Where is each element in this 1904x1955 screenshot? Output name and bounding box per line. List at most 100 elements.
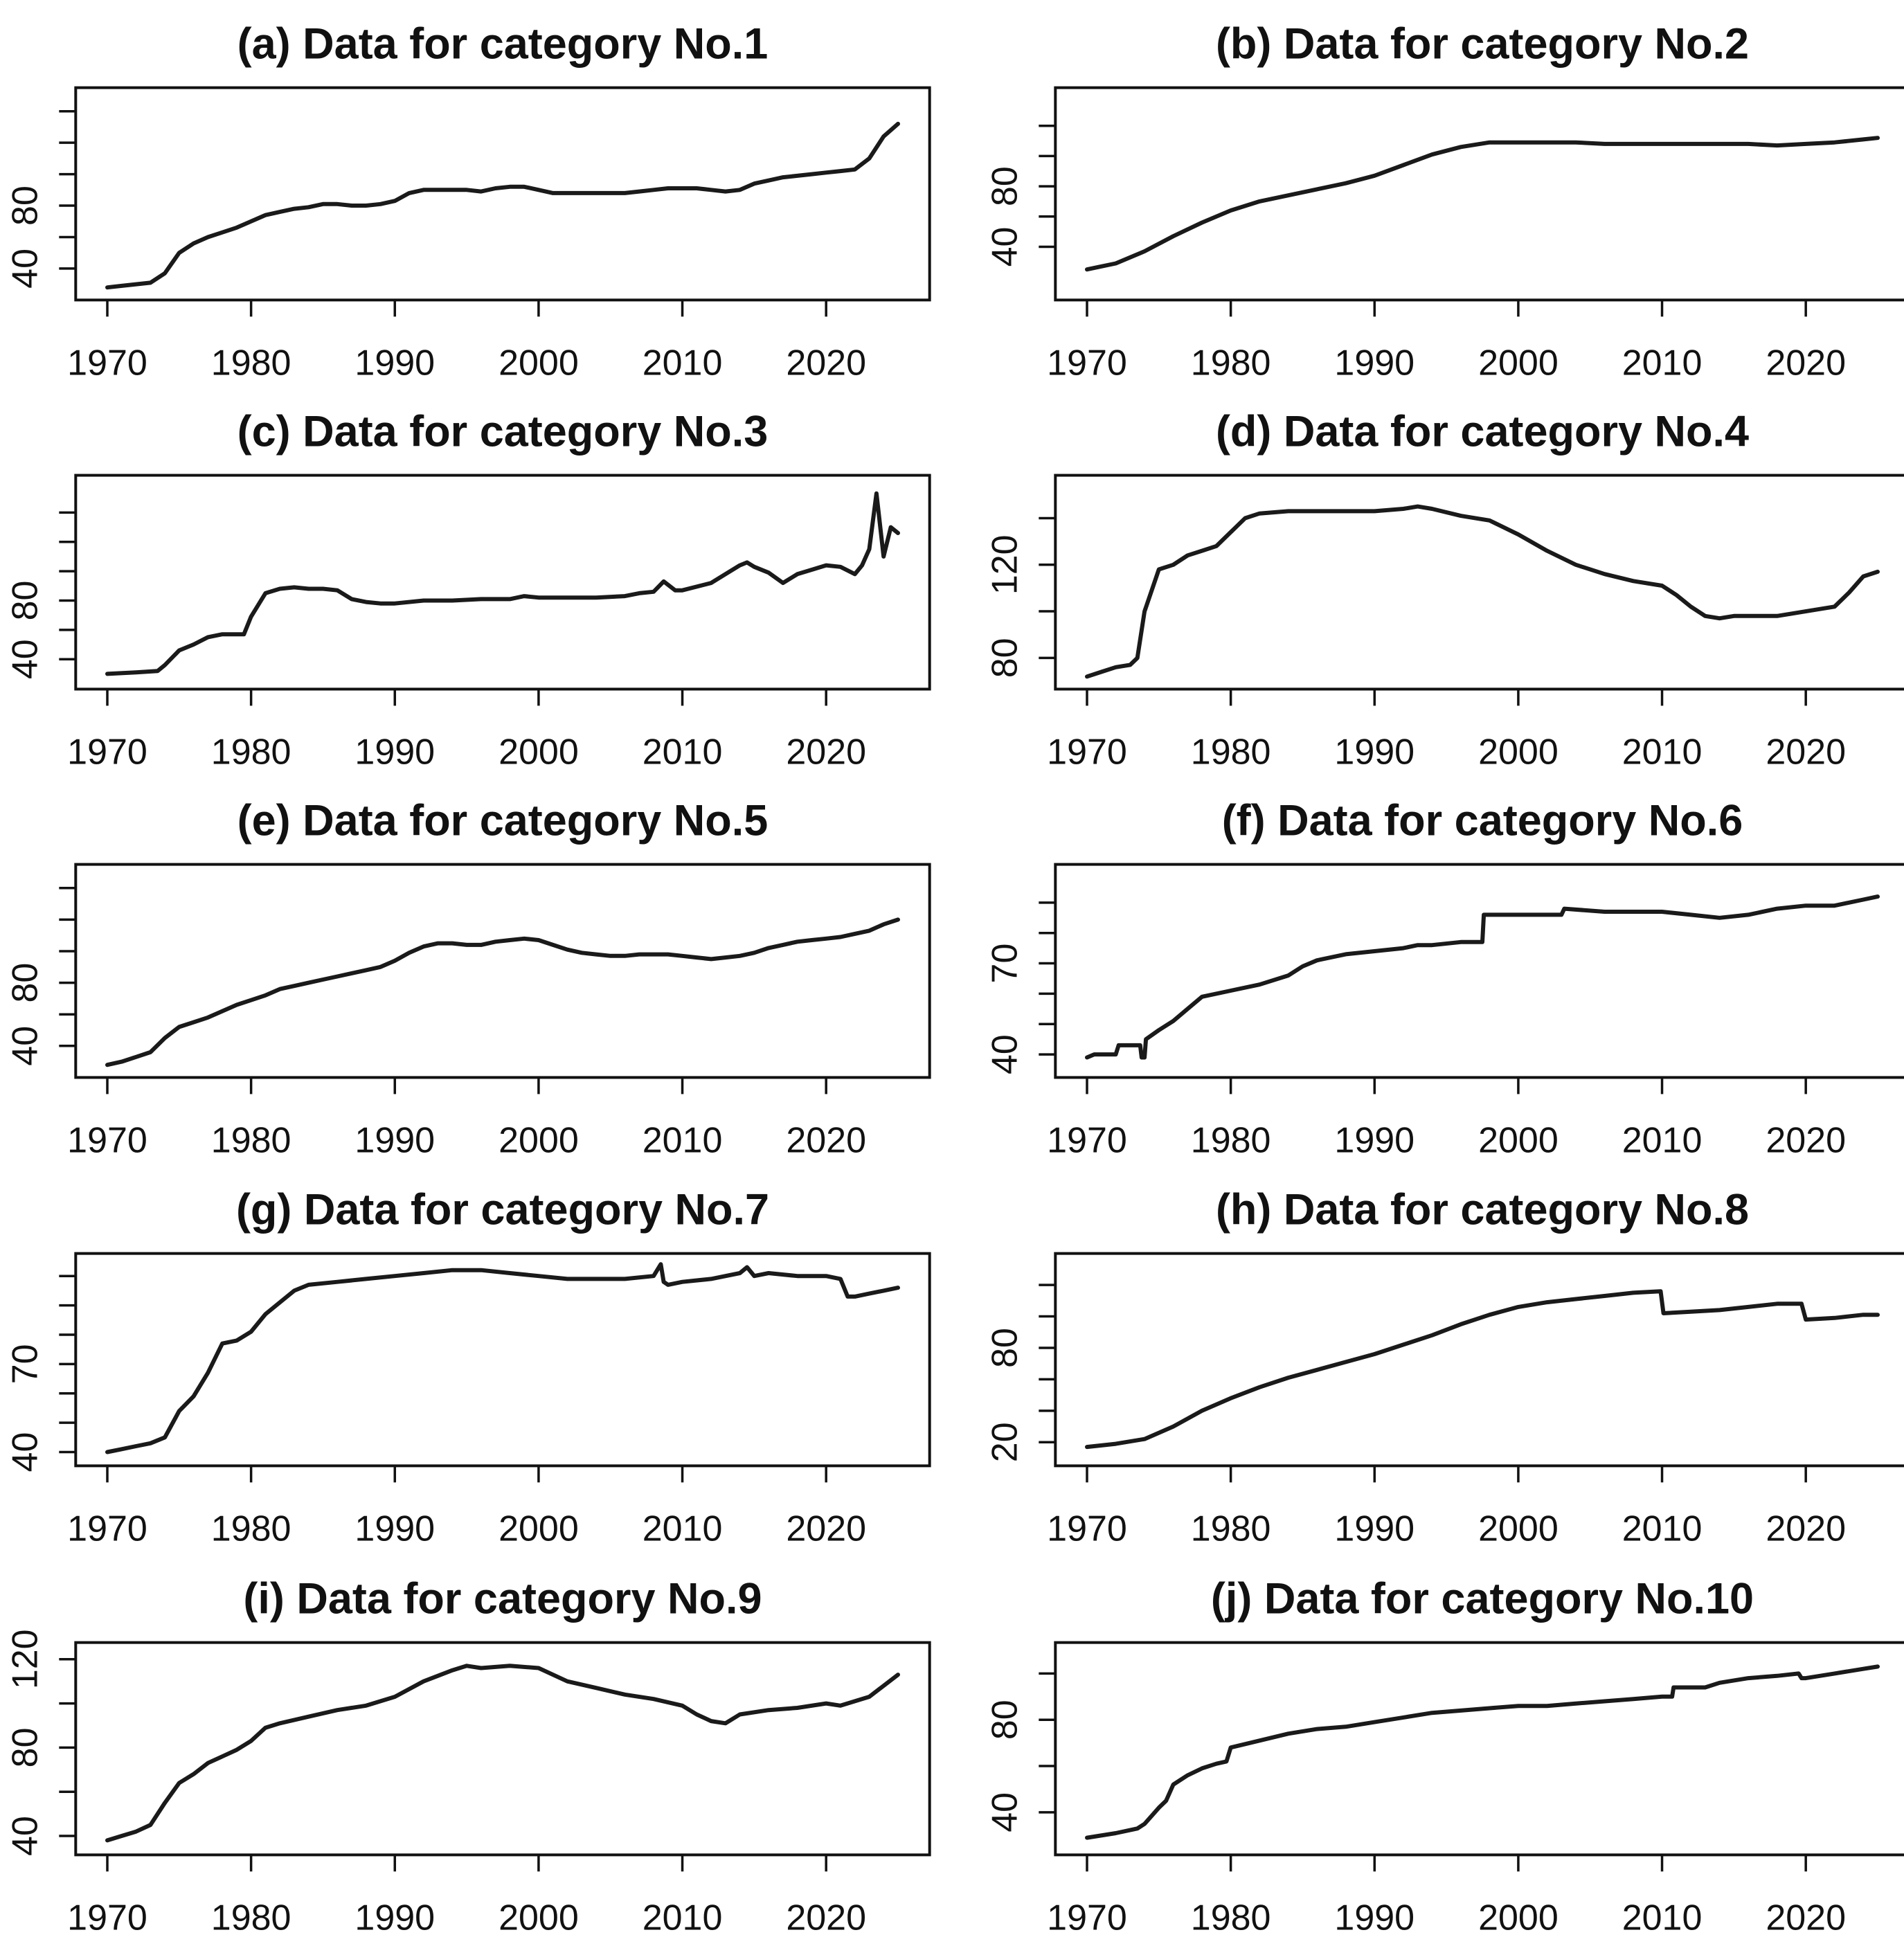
x-tick-label: 1990 <box>354 1898 435 1938</box>
x-tick-label: 1990 <box>1334 1120 1414 1160</box>
panel-title: (i) Data for category No.9 <box>243 1575 762 1623</box>
panel-10: (j) Data for category No.10 1970 1980 1990 2… <box>985 1575 1904 1938</box>
x-tick-label: 1990 <box>1334 1898 1414 1938</box>
y-tick-label: 40 <box>5 639 45 679</box>
x-tick-label: 1980 <box>1191 343 1271 383</box>
x-axis: 1970 1980 1990 2000 2010 2020 <box>1047 1466 1846 1549</box>
panel-9: (i) Data for category No.9 1970 1980 1990 20… <box>5 1575 931 1938</box>
x-tick-label: 2020 <box>1766 1508 1846 1549</box>
x-tick-label: 2000 <box>1478 1898 1559 1938</box>
y-axis: 40 80 <box>5 109 76 289</box>
x-axis: 1970 1980 1990 2000 2010 2020 <box>67 300 866 383</box>
panel-title: (f) Data for category No.6 <box>1222 797 1743 845</box>
panel-title: (c) Data for category No.3 <box>237 408 769 456</box>
x-tick-label: 2020 <box>786 1508 866 1549</box>
plot-frame <box>1054 1252 1904 1468</box>
y-tick-label: 80 <box>985 166 1025 206</box>
x-axis: 1970 1980 1990 2000 2010 2020 <box>67 1855 866 1938</box>
y-tick-label: 40 <box>985 1792 1025 1832</box>
y-tick-label: 80 <box>985 1328 1025 1368</box>
panel-title: (h) Data for category No.8 <box>1216 1186 1749 1234</box>
plot-frame <box>1054 474 1904 691</box>
y-axis: 40 80 120 <box>5 1629 76 1856</box>
x-axis: 1970 1980 1990 2000 2010 2020 <box>67 689 866 772</box>
x-tick-label: 1980 <box>211 1508 291 1549</box>
x-tick-label: 2020 <box>1766 343 1846 383</box>
x-tick-label: 2000 <box>1478 1508 1559 1549</box>
x-tick-label: 2010 <box>1622 1898 1703 1938</box>
x-tick-label: 1980 <box>1191 1898 1271 1938</box>
x-tick-label: 2010 <box>1622 1508 1703 1549</box>
panel-7: (g) Data for category No.7 1970 1980 1990 20… <box>5 1186 931 1549</box>
x-tick-label: 2010 <box>643 732 723 772</box>
y-tick-label: 40 <box>5 249 45 289</box>
x-tick-label: 1980 <box>211 732 291 772</box>
y-axis: 40 70 <box>985 901 1056 1074</box>
y-tick-label: 80 <box>5 581 45 621</box>
x-tick-label: 2020 <box>786 1120 866 1160</box>
x-tick-label: 1980 <box>1191 1508 1271 1549</box>
x-tick-label: 1990 <box>354 732 435 772</box>
x-tick-label: 1980 <box>211 343 291 383</box>
x-tick-label: 1970 <box>67 1120 147 1160</box>
x-tick-label: 2020 <box>1766 1898 1846 1938</box>
panel-title: (d) Data for category No.4 <box>1216 408 1749 456</box>
y-tick-label: 70 <box>5 1344 45 1384</box>
x-tick-label: 1990 <box>1334 732 1414 772</box>
x-axis: 1970 1980 1990 2000 2010 2020 <box>1047 689 1846 772</box>
y-tick-label: 40 <box>5 1432 45 1472</box>
series-line-6 <box>1085 894 1880 1060</box>
series-line-2 <box>1085 136 1880 272</box>
y-tick-label: 40 <box>5 1816 45 1856</box>
x-axis: 1970 1980 1990 2000 2010 2020 <box>1047 300 1846 383</box>
series-line-1 <box>105 121 900 290</box>
x-tick-label: 2020 <box>786 343 866 383</box>
x-tick-label: 1980 <box>1191 1120 1271 1160</box>
y-tick-label: 80 <box>5 186 45 226</box>
x-tick-label: 1980 <box>211 1898 291 1938</box>
x-tick-label: 1970 <box>67 1898 147 1938</box>
y-tick-label: 20 <box>985 1422 1025 1462</box>
y-tick-label: 120 <box>5 1629 45 1689</box>
panel-3: (c) Data for category No.3 1970 1980 1990 20… <box>5 408 931 772</box>
y-axis: 40 70 <box>5 1274 76 1472</box>
x-tick-label: 1990 <box>1334 1508 1414 1549</box>
x-tick-label: 1970 <box>67 732 147 772</box>
panel-4: (d) Data for category No.4 1970 1980 1990 20… <box>985 408 1904 772</box>
plot-frame <box>1054 1641 1904 1857</box>
x-tick-label: 2000 <box>499 1120 579 1160</box>
x-tick-label: 1970 <box>67 1508 147 1549</box>
panel-title: (e) Data for category No.5 <box>237 797 769 845</box>
x-axis: 1970 1980 1990 2000 2010 2020 <box>67 1466 866 1549</box>
x-axis: 1970 1980 1990 2000 2010 2020 <box>1047 1077 1846 1160</box>
series-line-5 <box>105 917 900 1067</box>
x-tick-label: 2010 <box>643 1120 723 1160</box>
x-tick-label: 2020 <box>1766 732 1846 772</box>
panel-title: (g) Data for category No.7 <box>236 1186 769 1234</box>
panel-2: (b) Data for category No.2 1970 1980 1990 20… <box>985 20 1904 383</box>
y-axis: 40 80 <box>985 1672 1056 1832</box>
x-tick-label: 2010 <box>1622 1120 1703 1160</box>
x-tick-label: 2010 <box>643 343 723 383</box>
series-line-7 <box>105 1262 900 1454</box>
x-tick-label: 1970 <box>1047 343 1127 383</box>
x-tick-label: 2020 <box>786 1898 866 1938</box>
x-axis: 1970 1980 1990 2000 2010 2020 <box>1047 1855 1846 1938</box>
x-tick-label: 1970 <box>1047 1508 1127 1549</box>
panel-5: (e) Data for category No.5 1970 1980 1990 20… <box>5 797 931 1160</box>
y-tick-label: 80 <box>985 1700 1025 1740</box>
x-tick-label: 1990 <box>354 1508 435 1549</box>
x-tick-label: 2000 <box>499 732 579 772</box>
x-tick-label: 1970 <box>1047 1120 1127 1160</box>
x-tick-label: 2000 <box>499 1508 579 1549</box>
x-tick-label: 1990 <box>354 343 435 383</box>
series-line-8 <box>1085 1289 1880 1450</box>
x-tick-label: 2020 <box>1766 1120 1846 1160</box>
x-tick-label: 1980 <box>211 1120 291 1160</box>
y-tick-label: 40 <box>985 1034 1025 1074</box>
x-tick-label: 2010 <box>643 1898 723 1938</box>
